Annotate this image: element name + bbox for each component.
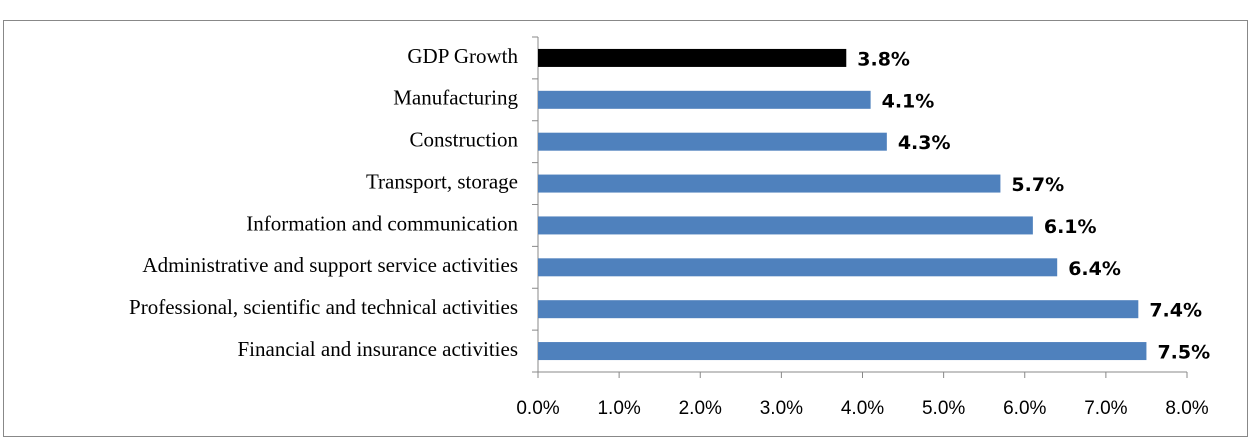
y-tick-label: GDP Growth [407,44,518,68]
value-label: 7.4% [1149,300,1202,322]
x-tick-label: 8.0% [1165,398,1208,419]
x-tick-label: 0.0% [516,398,559,419]
x-tick-label: 3.0% [760,398,803,419]
x-tick-label: 4.0% [841,398,884,419]
y-tick-label: Information and communication [246,211,518,235]
value-label: 6.4% [1068,258,1121,280]
value-label: 7.5% [1157,342,1210,364]
y-tick-label: Administrative and support service activ… [142,253,518,277]
bar [538,90,871,109]
bar [538,300,1139,319]
x-tick-label: 7.0% [1084,398,1127,419]
value-label: 4.1% [882,90,935,112]
x-tick-label: 1.0% [597,398,640,419]
y-tick-label: Transport, storage [366,169,518,193]
bar [538,342,1147,361]
bar [538,132,887,151]
value-label: 3.8% [857,48,910,70]
y-tick-label: Financial and insurance activities [238,337,519,361]
bar [538,174,1001,193]
y-tick-label: Manufacturing [393,86,518,110]
x-tick-label: 6.0% [1003,398,1046,419]
bar [538,216,1033,235]
x-tick-label: 5.0% [922,398,965,419]
bar [538,258,1058,277]
y-tick-label: Professional, scientific and technical a… [129,295,518,319]
value-label: 6.1% [1044,216,1097,238]
value-label: 4.3% [898,132,951,154]
x-tick-label: 2.0% [679,398,722,419]
value-label: 5.7% [1011,174,1064,196]
y-tick-label: Construction [410,128,519,152]
bar [538,48,847,67]
